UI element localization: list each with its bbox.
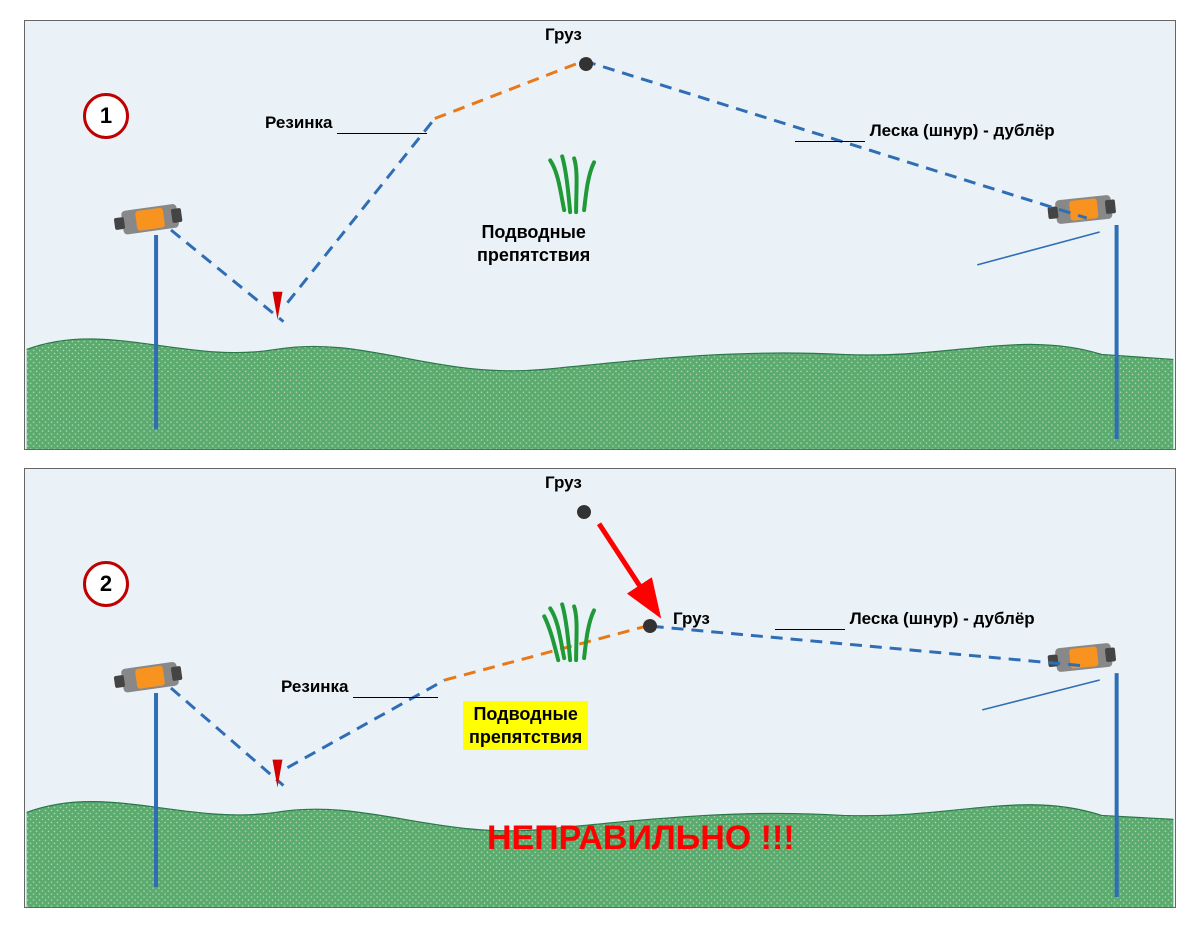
- elastic-label-text-1: Резинка: [265, 113, 333, 132]
- elastic-line-2: [445, 626, 646, 680]
- line-left-segment-1a: [171, 230, 283, 322]
- obstacle-l1-2: Подводные: [469, 703, 582, 726]
- weed-icon-1: [550, 156, 594, 212]
- obstacle-l1-1: Подводные: [477, 221, 590, 244]
- elastic-label-1: Резинка: [265, 113, 427, 134]
- obstacle-l2-2: препятствия: [469, 726, 582, 749]
- elastic-label-text-2: Резинка: [281, 677, 349, 696]
- line-duplicate-2: [652, 626, 1087, 666]
- wrong-caption: НЕПРАВИЛЬНО !!!: [487, 819, 795, 858]
- arrow-down-icon: [599, 524, 656, 611]
- right-reel-1: [1047, 194, 1117, 225]
- panel-badge-2: 2: [83, 561, 129, 607]
- line-left-segment-1b: [287, 119, 434, 303]
- obstacle-label-1: Подводные препятствия: [477, 221, 590, 266]
- panel-2: 2 Груз Груз Резинка Леска (шнур) - дублё…: [24, 468, 1176, 908]
- thin-line-right-2: [982, 680, 1099, 710]
- sinker-mid-label-2: Груз: [673, 609, 710, 629]
- line-dup-text-2: Леска (шнур) - дублёр: [850, 609, 1035, 628]
- scene-1-svg: [25, 21, 1175, 449]
- panel-1: 1 Груз Резинка Леска (шнур) - дублёр Под…: [24, 20, 1176, 450]
- thin-line-right-1: [977, 232, 1099, 265]
- sinker-top-label-2: Груз: [545, 473, 582, 493]
- sinker-label-1: Груз: [545, 25, 582, 45]
- elastic-label-2: Резинка: [281, 677, 438, 698]
- obstacle-label-2: Подводные препятствия: [463, 701, 588, 750]
- line-dup-label-2: Леска (шнур) - дублёр: [775, 609, 1035, 630]
- obstacle-l2-1: препятствия: [477, 244, 590, 267]
- elastic-line-1: [435, 61, 584, 119]
- terrain-1: [27, 339, 1174, 449]
- panel-badge-1: 1: [83, 93, 129, 139]
- line-left-segment-2a: [171, 688, 283, 786]
- badge-number-1: 1: [100, 103, 112, 129]
- right-reel-2: [1047, 642, 1117, 673]
- bobber-icon-1: [273, 292, 283, 320]
- badge-number-2: 2: [100, 571, 112, 597]
- line-dup-label-1: Леска (шнур) - дублёр: [795, 121, 1055, 142]
- line-dup-text-1: Леска (шнур) - дублёр: [870, 121, 1055, 140]
